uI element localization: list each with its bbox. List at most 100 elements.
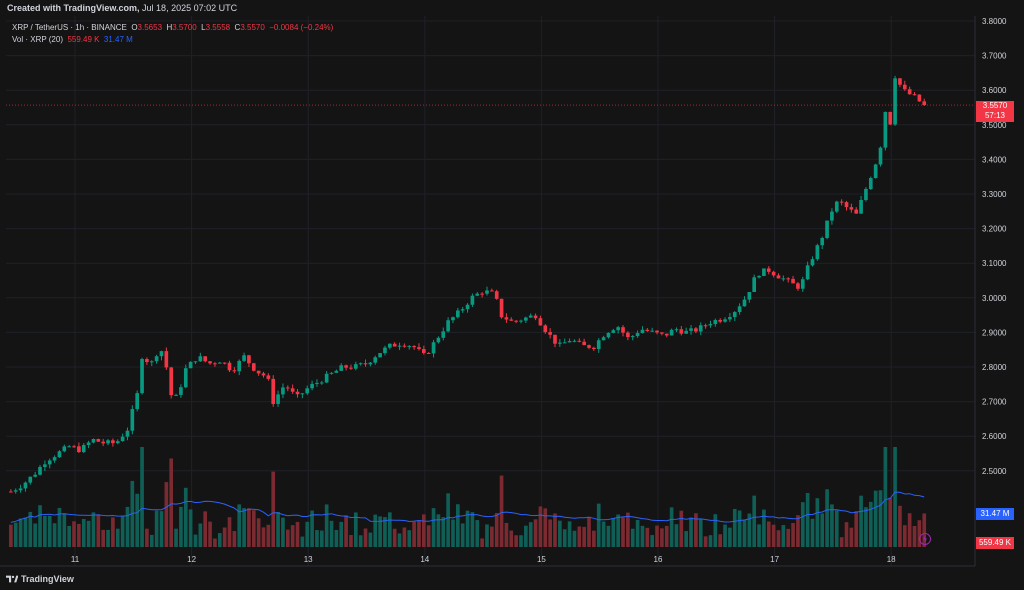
volume-bar [329, 520, 334, 547]
candle-body [446, 320, 450, 332]
candle-body [650, 330, 654, 332]
candle-body [762, 268, 766, 277]
volume-bar [213, 538, 217, 547]
footer-brand: TradingView [21, 574, 74, 584]
volume-bar [917, 520, 922, 547]
candles [9, 75, 927, 494]
candle-body [791, 278, 795, 284]
volume-bar [640, 525, 645, 547]
volume-bar [655, 525, 659, 547]
candle-body [72, 446, 76, 448]
volume-bar [737, 510, 742, 547]
candle-body [339, 365, 344, 371]
volume-bar [407, 530, 412, 547]
candle-body [431, 342, 436, 354]
candle-body [441, 331, 446, 338]
candle-body [490, 290, 494, 292]
volume-bar [475, 520, 480, 547]
time-tick-label: 14 [420, 555, 429, 564]
volume-bars [9, 447, 927, 547]
volume-bar [62, 513, 67, 547]
candle-body [679, 329, 684, 334]
close-value: 3.5570 [240, 23, 265, 32]
volume-bar [645, 527, 650, 547]
price-tick-label: 3.8000 [982, 17, 1007, 26]
volume-bar [703, 536, 708, 547]
flash-icon[interactable] [919, 533, 931, 545]
candle-body [111, 440, 115, 444]
volume-legend[interactable]: Vol · XRP (20) 559.49 K 31.47 M [12, 35, 133, 44]
candle-body [373, 357, 378, 363]
candle-body [562, 342, 567, 344]
candle-body [480, 293, 484, 295]
candle-body [417, 347, 421, 350]
volume-bar [120, 515, 125, 547]
candle-body [227, 362, 232, 371]
candle-body [601, 337, 606, 341]
volume-bar [820, 513, 825, 547]
volume-bar [553, 513, 557, 547]
candle-body [723, 319, 727, 322]
volume-bar [446, 493, 450, 547]
volume-bar [421, 514, 426, 547]
candle-body [470, 295, 475, 305]
volume-bar [349, 534, 353, 547]
candle-body [329, 372, 334, 374]
volume-bar [43, 515, 47, 547]
volume-label[interactable]: Vol · XRP (20) [12, 35, 63, 44]
candle-body [125, 430, 130, 437]
candle-body [630, 336, 635, 338]
volume-bar [567, 521, 572, 547]
volume-bar [757, 524, 761, 547]
volume-bar [285, 529, 290, 547]
high-value: 3.5700 [172, 23, 197, 32]
volume-bar [912, 525, 917, 547]
volume-bar [650, 535, 654, 547]
time-axis[interactable]: 11 12 13 14 15 16 17 18 [71, 555, 896, 564]
candle-body [898, 78, 902, 85]
volume-bar [830, 504, 834, 547]
volume-bar [538, 506, 543, 547]
volume-bar [562, 529, 567, 547]
volume-bar [145, 528, 149, 547]
candle-body [266, 375, 271, 379]
last-price: 3.5570 [982, 101, 1008, 110]
volume-bar [728, 527, 732, 547]
volume-bar [23, 517, 28, 547]
candle-body [737, 306, 742, 313]
volume-bar [383, 517, 387, 547]
candle-body [596, 340, 601, 350]
volume-bar [694, 513, 698, 547]
candle-body [519, 320, 523, 322]
volume-bar [630, 528, 635, 547]
volume-bar [800, 502, 805, 547]
candle-body [169, 367, 174, 396]
volume-bar [115, 528, 120, 547]
bar-countdown: 57:13 [984, 111, 1006, 120]
candle-body [912, 94, 917, 96]
candle-body [33, 474, 37, 477]
volume-bar [460, 523, 465, 547]
symbol-name[interactable]: XRP / TetherUS · 1h · BINANCE [12, 23, 127, 32]
volume-bar [251, 510, 256, 547]
candle-body [363, 363, 368, 365]
price-tick-label: 2.8000 [982, 363, 1007, 372]
volume-bar [378, 516, 382, 547]
price-axis[interactable]: 3.8000 3.7000 3.6000 3.5000 3.4000 3.3000 3.20… [982, 17, 1007, 476]
candle-body [436, 337, 441, 343]
volume-bar [91, 512, 96, 547]
symbol-legend[interactable]: XRP / TetherUS · 1h · BINANCE O3.5653 H3… [12, 23, 334, 32]
candle-body [460, 309, 465, 311]
candle-body [902, 84, 907, 90]
volume-bar [412, 521, 416, 547]
price-tick-label: 3.2000 [982, 225, 1007, 234]
candle-body [757, 276, 761, 278]
volume-ma-value: 31.47 M [103, 35, 133, 44]
candle-body [52, 457, 57, 461]
volume-bar [791, 523, 795, 547]
volume-bar [528, 522, 533, 547]
price-tick-label: 3.3000 [982, 190, 1007, 199]
candle-body [285, 387, 290, 389]
candle-body [315, 382, 319, 384]
